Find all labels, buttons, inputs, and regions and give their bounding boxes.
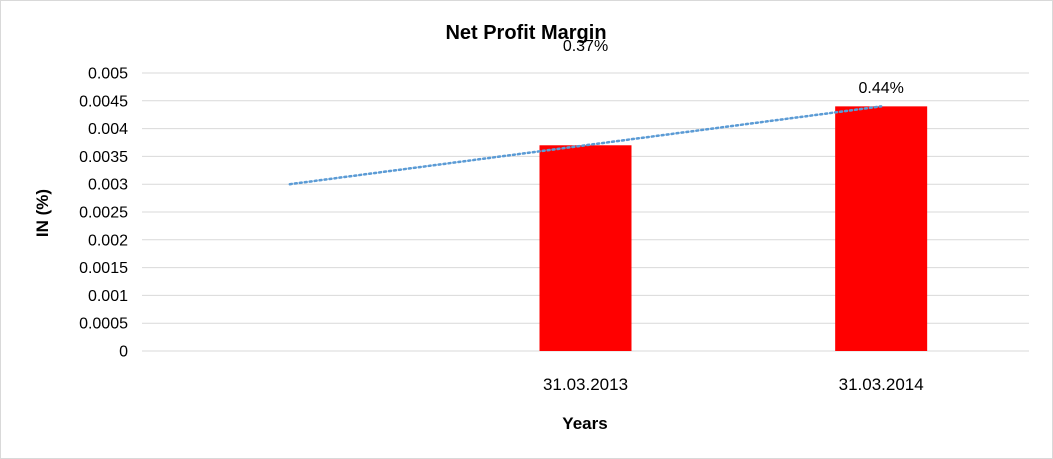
y-tick-label: 0.005 [88, 66, 128, 83]
y-tick-label: 0 [119, 344, 128, 361]
x-axis-title: Years [562, 414, 607, 433]
y-tick-label: 0.001 [88, 288, 128, 305]
data-labels: 0.37% 0.44% [563, 38, 904, 97]
trendline [288, 105, 883, 186]
y-axis-title: IN (%) [33, 189, 52, 237]
data-label: 0.44% [858, 80, 903, 97]
y-tick-label: 0.004 [88, 121, 128, 138]
y-tick-label: 0.0035 [79, 149, 128, 166]
y-tick-labels: 0 0.0005 0.001 0.0015 0.002 0.0025 0.003 0.0035… [79, 66, 128, 361]
x-tick-label: 31.03.2013 [543, 375, 628, 394]
y-tick-label: 0.0025 [79, 205, 128, 222]
chart-title: Net Profit Margin [445, 22, 606, 44]
y-tick-label: 0.0045 [79, 93, 128, 110]
y-tick-label: 0.002 [88, 232, 128, 249]
bars [539, 106, 928, 351]
y-tick-label: 0.0015 [79, 260, 128, 277]
trendline-group [288, 105, 883, 186]
bar [539, 145, 632, 351]
data-label: 0.37% [563, 38, 608, 55]
x-tick-label: 31.03.2014 [839, 375, 924, 394]
y-tick-label: 0.0005 [79, 316, 128, 333]
bar [835, 106, 928, 351]
y-tick-label: 0.003 [88, 177, 128, 194]
x-category-labels: 31.03.2013 31.03.2014 [543, 375, 924, 394]
